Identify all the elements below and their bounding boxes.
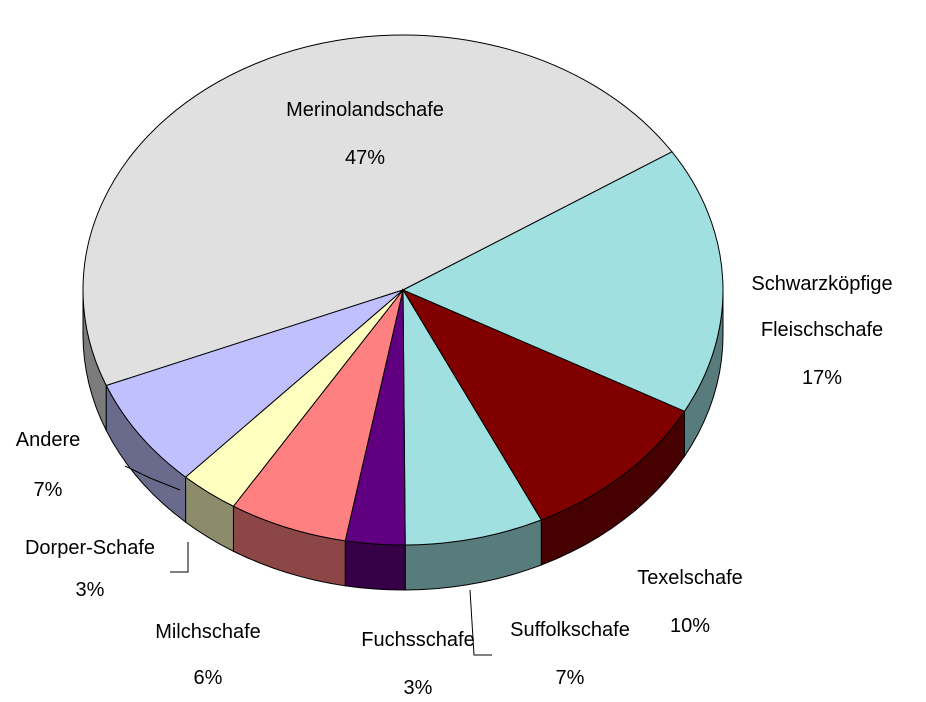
leader-line — [469, 589, 492, 656]
slice-side — [344, 540, 406, 591]
slice — [82, 34, 673, 387]
category-label: Merinolandschafe — [286, 99, 444, 121]
category-label: Texelschafe — [637, 567, 743, 589]
value-label: 6% — [193, 667, 223, 689]
value-label: 17% — [801, 367, 843, 389]
leader-lines — [124, 465, 492, 656]
value-label: 3% — [403, 677, 433, 699]
leader-line — [124, 465, 181, 491]
value-label: 7% — [555, 667, 585, 689]
category-label: Suffolkschafe — [510, 619, 630, 641]
category-label: Andere — [15, 429, 81, 451]
category-label: Fuchsschafe — [361, 629, 475, 651]
value-label: 47% — [344, 147, 386, 169]
sides — [82, 289, 724, 591]
category-label: Milchschafe — [155, 621, 261, 643]
slice — [401, 151, 724, 412]
value-label: 7% — [33, 479, 63, 501]
slice — [401, 288, 686, 521]
value-label: 10% — [669, 615, 711, 637]
slice — [105, 289, 404, 478]
category-label: Schwarzköpfige Fleischschafe — [751, 273, 893, 341]
tops — [82, 34, 724, 546]
value-label: 3% — [75, 579, 105, 601]
slice — [232, 289, 404, 542]
leader-line — [170, 542, 189, 573]
category-label: Dorper-Schafe — [24, 537, 156, 559]
slice — [402, 288, 543, 546]
